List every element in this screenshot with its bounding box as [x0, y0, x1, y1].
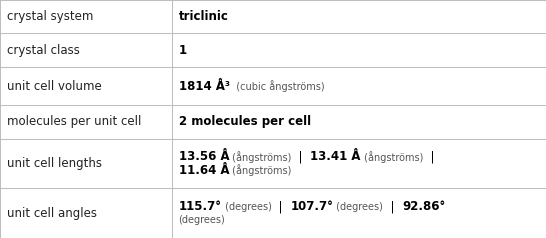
Text: (degrees): (degrees)	[222, 202, 271, 212]
Text: (ångströms): (ångströms)	[229, 164, 292, 176]
Text: 107.7°: 107.7°	[290, 200, 333, 213]
Text: unit cell lengths: unit cell lengths	[7, 157, 102, 170]
Text: |: |	[271, 200, 290, 213]
Text: (ångströms): (ångströms)	[229, 151, 292, 163]
Text: 1814 Å³: 1814 Å³	[179, 79, 229, 93]
Text: 2 molecules per cell: 2 molecules per cell	[179, 115, 311, 129]
Text: |: |	[383, 200, 402, 213]
Text: 13.41 Å: 13.41 Å	[311, 150, 361, 164]
Text: (degrees): (degrees)	[179, 215, 225, 225]
Text: unit cell volume: unit cell volume	[7, 79, 102, 93]
Text: crystal system: crystal system	[7, 10, 93, 23]
Text: triclinic: triclinic	[179, 10, 228, 23]
Text: 11.64 Å: 11.64 Å	[179, 164, 229, 177]
Text: molecules per unit cell: molecules per unit cell	[7, 115, 141, 129]
Text: (degrees): (degrees)	[333, 202, 383, 212]
Text: crystal class: crystal class	[7, 44, 79, 57]
Text: (cubic ångströms): (cubic ångströms)	[229, 80, 324, 92]
Text: 1: 1	[179, 44, 187, 57]
Text: 115.7°: 115.7°	[179, 200, 222, 213]
Text: unit cell angles: unit cell angles	[7, 207, 97, 220]
Text: 13.56 Å: 13.56 Å	[179, 150, 229, 164]
Text: |: |	[423, 150, 435, 164]
Text: (ångströms): (ångströms)	[361, 151, 423, 163]
Text: 92.86°: 92.86°	[402, 200, 446, 213]
Text: |: |	[292, 150, 311, 164]
